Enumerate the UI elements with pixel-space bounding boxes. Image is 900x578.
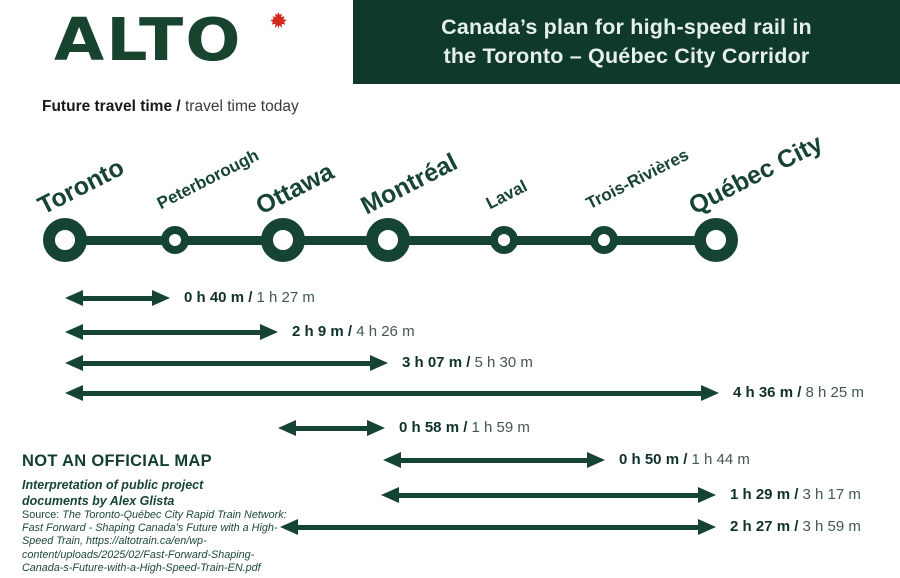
arrow-shaft bbox=[394, 492, 703, 498]
station-label-ottawa: Ottawa bbox=[251, 157, 339, 221]
today-time: 1 h 27 m bbox=[252, 289, 315, 306]
travel-time-arrow-ottawa-quebec-city: 2 h 27 m / 3 h 59 m bbox=[280, 519, 861, 535]
legend-today-label: travel time today bbox=[180, 98, 299, 115]
arrowhead-left-icon bbox=[278, 420, 296, 436]
arrowhead-right-icon bbox=[367, 420, 385, 436]
arrow-shaft bbox=[78, 360, 375, 366]
arrow-shaft bbox=[78, 329, 265, 335]
travel-time-label: 0 h 40 m / 1 h 27 m bbox=[184, 290, 315, 306]
today-time: 3 h 17 m bbox=[798, 486, 861, 503]
arrowhead-right-icon bbox=[701, 385, 719, 401]
arrowhead-right-icon bbox=[698, 487, 716, 503]
travel-time-label: 0 h 50 m / 1 h 44 m bbox=[619, 452, 750, 468]
not-official-map-title: NOT AN OFFICIAL MAP bbox=[22, 452, 212, 470]
future-time: 2 h 27 m / bbox=[730, 518, 799, 535]
future-time: 0 h 58 m / bbox=[399, 419, 468, 436]
station-node-ottawa bbox=[261, 218, 305, 262]
arrowhead-left-icon bbox=[280, 519, 298, 535]
station-label-montreal: Montréal bbox=[356, 147, 462, 221]
travel-time-arrow-toronto-montreal: 3 h 07 m / 5 h 30 m bbox=[65, 355, 533, 371]
arrow-shaft bbox=[291, 425, 372, 431]
station-node-toronto bbox=[43, 218, 87, 262]
arrowhead-left-icon bbox=[381, 487, 399, 503]
today-time: 3 h 59 m bbox=[798, 518, 861, 535]
arrowhead-right-icon bbox=[152, 290, 170, 306]
station-label-peterborough: Peterborough bbox=[153, 145, 262, 214]
travel-time-arrow-montreal-trois-rivieres: 0 h 50 m / 1 h 44 m bbox=[383, 452, 750, 468]
arrowhead-left-icon bbox=[65, 355, 83, 371]
travel-time-label: 2 h 9 m / 4 h 26 m bbox=[292, 324, 415, 340]
source-line: Speed Train, https://altotrain.ca/en/wp- bbox=[22, 535, 207, 548]
station-label-quebec-city: Québec City bbox=[684, 129, 828, 221]
alto-logo: ALTO bbox=[54, 6, 243, 75]
interpretation-line: documents by Alex Glista bbox=[22, 493, 175, 508]
travel-time-arrow-toronto-ottawa: 2 h 9 m / 4 h 26 m bbox=[65, 324, 415, 340]
future-time: 0 h 50 m / bbox=[619, 451, 688, 468]
station-node-montreal bbox=[366, 218, 410, 262]
source-line: content/uploads/2025/02/Fast-Forward-Sha… bbox=[22, 548, 255, 561]
station-node-quebec-city bbox=[694, 218, 738, 262]
arrowhead-left-icon bbox=[65, 324, 83, 340]
today-time: 1 h 59 m bbox=[467, 419, 530, 436]
header-title-line1: Canada’s plan for high-speed rail in bbox=[441, 15, 812, 39]
station-label-trois-rivieres: Trois-Rivières bbox=[582, 145, 692, 214]
maple-leaf-icon bbox=[270, 12, 287, 29]
travel-time-arrow-toronto-peterborough: 0 h 40 m / 1 h 27 m bbox=[65, 290, 315, 306]
travel-time-arrow-montreal-quebec-city: 1 h 29 m / 3 h 17 m bbox=[381, 487, 861, 503]
arrowhead-right-icon bbox=[260, 324, 278, 340]
arrowhead-right-icon bbox=[587, 452, 605, 468]
station-label-laval: Laval bbox=[482, 176, 531, 214]
travel-time-arrow-toronto-quebec-city: 4 h 36 m / 8 h 25 m bbox=[65, 385, 864, 401]
interpretation-note: Interpretation of public project document… bbox=[22, 478, 203, 509]
future-time: 3 h 07 m / bbox=[402, 354, 471, 371]
travel-time-label: 3 h 07 m / 5 h 30 m bbox=[402, 355, 533, 371]
arrow-shaft bbox=[293, 524, 703, 530]
arrow-shaft bbox=[396, 457, 592, 463]
source-line: Fast Forward - Shaping Canada’s Future w… bbox=[22, 522, 278, 535]
future-time: 4 h 36 m / bbox=[733, 384, 802, 401]
arrowhead-right-icon bbox=[370, 355, 388, 371]
source-line: Source: The Toronto-Québec City Rapid Tr… bbox=[22, 509, 287, 521]
header-title-line2: the Toronto – Québec City Corridor bbox=[443, 44, 810, 68]
arrowhead-right-icon bbox=[698, 519, 716, 535]
travel-time-arrow-ottawa-montreal: 0 h 58 m / 1 h 59 m bbox=[278, 420, 530, 436]
header-banner: Canada’s plan for high-speed rail in the… bbox=[353, 0, 900, 84]
arrowhead-left-icon bbox=[383, 452, 401, 468]
station-node-trois-rivieres bbox=[590, 226, 618, 254]
station-node-laval bbox=[490, 226, 518, 254]
today-time: 4 h 26 m bbox=[352, 323, 415, 340]
future-time: 2 h 9 m / bbox=[292, 323, 353, 340]
interpretation-line: Interpretation of public project bbox=[22, 478, 204, 492]
travel-time-legend: Future travel time / travel time today bbox=[42, 98, 299, 116]
source-prefix: Source: bbox=[22, 509, 63, 521]
travel-time-label: 0 h 58 m / 1 h 59 m bbox=[399, 420, 530, 436]
arrowhead-left-icon bbox=[65, 290, 83, 306]
travel-time-label: 2 h 27 m / 3 h 59 m bbox=[730, 519, 861, 535]
source-note: Source: The Toronto-Québec City Rapid Tr… bbox=[22, 509, 287, 575]
today-time: 5 h 30 m bbox=[470, 354, 533, 371]
arrow-shaft bbox=[78, 295, 157, 301]
travel-time-label: 1 h 29 m / 3 h 17 m bbox=[730, 487, 861, 503]
travel-time-label: 4 h 36 m / 8 h 25 m bbox=[733, 385, 864, 401]
future-time: 1 h 29 m / bbox=[730, 486, 799, 503]
arrow-shaft bbox=[78, 390, 706, 396]
today-time: 1 h 44 m bbox=[687, 451, 750, 468]
station-label-toronto: Toronto bbox=[33, 153, 129, 221]
legend-future-label: Future travel time / bbox=[42, 98, 181, 115]
future-time: 0 h 40 m / bbox=[184, 289, 253, 306]
arrowhead-left-icon bbox=[65, 385, 83, 401]
source-line: Canada-s-Future-with-a-High-Speed-Train-… bbox=[22, 561, 261, 574]
station-node-peterborough bbox=[161, 226, 189, 254]
today-time: 8 h 25 m bbox=[801, 384, 864, 401]
